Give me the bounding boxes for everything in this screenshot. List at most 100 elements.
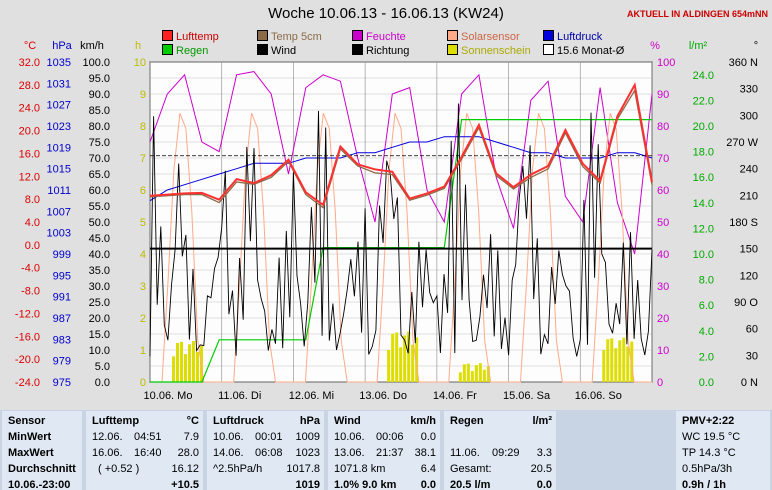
footer-wind-calm: 1.0% 9.0 km — [334, 479, 397, 490]
sun-tick-label: 8 — [140, 121, 146, 133]
legend-month-avg: 15.6 Monat-Ø — [543, 44, 624, 57]
direction-tick-label: 210 — [740, 190, 758, 202]
footer-label-max: MaxWert — [8, 447, 54, 459]
footer-lufttemp-trend: ( +0.52 ) — [98, 463, 140, 475]
sun-tick-label: 0 — [140, 377, 146, 389]
sunshine-bar — [626, 346, 630, 382]
pressure-tick-label: 991 — [53, 292, 71, 304]
pressure-tick-label: 975 — [53, 377, 71, 389]
pressure-tick-label: 1035 — [47, 57, 71, 69]
pressure-unit: hPa — [52, 40, 72, 52]
rain-tick-label: 24.0 — [693, 70, 714, 82]
series-solarsensor — [150, 113, 652, 383]
sunshine-bar — [196, 351, 199, 382]
temp-tick-label: -20.0 — [15, 354, 40, 366]
rain-tick-label: 2.0 — [699, 351, 714, 363]
series-regen — [150, 119, 652, 383]
pressure-tick-label: 987 — [53, 313, 71, 325]
legend-wind: Wind — [257, 44, 296, 57]
sunshine-bar — [606, 339, 610, 382]
direction-tick-label: 330 — [740, 84, 758, 96]
rain-tick-label: 20.0 — [693, 121, 714, 133]
sunshine-bar — [622, 337, 626, 382]
pressure-tick-label: 1007 — [47, 206, 71, 218]
footer-wind-max-value: 38.1 — [414, 447, 436, 459]
sunshine-bar — [391, 333, 395, 382]
sunshine-bar — [458, 372, 462, 382]
wind-tick-label: 95.0 — [89, 73, 110, 85]
pressure-tick-label: 1031 — [47, 78, 71, 90]
temp-tick-label: -12.0 — [15, 308, 40, 320]
footer-wind-max-date: 13.06. — [334, 447, 365, 459]
pressure-tick-label: 999 — [53, 249, 71, 261]
wind-tick-label: 35.0 — [89, 265, 110, 277]
footer-wind-last: 0.0 — [420, 479, 436, 490]
sunshine-bar — [407, 331, 411, 382]
legend-luftdruck: Luftdruck — [543, 30, 602, 43]
footer-lufttemp-last: +10.5 — [171, 479, 199, 490]
sunshine-bar — [486, 366, 490, 382]
series-feuchte — [149, 71, 653, 255]
humidity-tick-label: 60 — [657, 185, 669, 197]
sunshine-bar — [403, 335, 407, 382]
footer-lufttemp-unit: °C — [186, 415, 199, 427]
wind-tick-label: 85.0 — [89, 105, 110, 117]
footer-regen-panel: Regen l/m² 11.06. 09:29 3.3 Gesamt: 20.5 20.… — [444, 411, 556, 490]
sun-tick-label: 1 — [140, 345, 146, 357]
temp-tick-label: 20.0 — [19, 126, 40, 138]
sunshine-bar — [630, 341, 634, 382]
sunshine-bar — [602, 350, 606, 382]
footer-wind-distance: 1071.8 km — [334, 463, 386, 475]
footer-sensor-panel: Sensor MinWert MaxWert Durchschnitt 10.0… — [2, 411, 82, 490]
sun-tick-label: 6 — [140, 185, 146, 197]
sunshine-bar — [176, 342, 179, 382]
temp-unit: °C — [24, 40, 36, 52]
temp-tick-label: 28.0 — [19, 80, 40, 92]
footer-wind-max-time: 21:37 — [376, 447, 404, 459]
temp-tick-label: 16.0 — [19, 148, 40, 160]
footer-luftdruck-max-time: 06:08 — [255, 447, 283, 459]
direction-tick-label: 90 O — [734, 297, 758, 309]
footer-wind-min-time: 00:06 — [376, 431, 404, 443]
sunshine-bar — [614, 348, 618, 382]
footer-luftdruck-min-date: 10.06. — [213, 431, 244, 443]
pressure-tick-label: 1003 — [47, 228, 71, 240]
temp-tick-label: 24.0 — [19, 103, 40, 115]
sunshine-bar — [172, 356, 175, 382]
footer-regen-title: Regen — [450, 415, 484, 427]
series-lufttemp — [149, 81, 653, 207]
direction-tick-label: 0 N — [741, 377, 758, 389]
series-temp5cm — [149, 88, 653, 209]
footer-pmv-pressure-trend: 0.5hPa/3h — [682, 463, 733, 475]
footer-wind-avg: 6.4 — [420, 463, 436, 475]
sun-tick-label: 4 — [140, 249, 146, 261]
footer-luftdruck-panel: Luftdruck hPa 10.06. 00:01 1009 14.06. 06:08… — [207, 411, 324, 490]
footer-regen-max-date: 11.06. — [450, 447, 480, 459]
sunshine-bar — [482, 369, 486, 382]
footer-regen-total-label: Gesamt: — [450, 463, 492, 475]
sun-tick-label: 9 — [140, 89, 146, 101]
sunshine-bar — [618, 340, 622, 382]
sun-tick-label: 2 — [140, 313, 146, 325]
rain-tick-label: 16.0 — [693, 172, 714, 184]
pressure-tick-label: 983 — [53, 334, 71, 346]
sunshine-bar — [184, 354, 187, 382]
footer-lufttemp-max-time: 16:40 — [134, 447, 162, 459]
footer-luftdruck-avg: 1017.8 — [286, 463, 320, 475]
sunshine-bar — [399, 347, 403, 382]
direction-tick-label: 240 — [740, 164, 758, 176]
pressure-tick-label: 1015 — [47, 164, 71, 176]
temp-tick-label: 4.0 — [25, 217, 40, 229]
direction-tick-label: 180 S — [729, 217, 758, 229]
pressure-tick-label: 1023 — [47, 121, 71, 133]
wind-tick-label: 0.0 — [95, 377, 110, 389]
sun-tick-label: 7 — [140, 153, 146, 165]
rain-tick-label: 18.0 — [693, 147, 714, 159]
sunshine-bar — [192, 341, 195, 382]
aktuell-link[interactable]: AKTUELL IN ALDINGEN 654mNN — [626, 9, 768, 19]
sunshine-bar — [395, 332, 399, 382]
humidity-tick-label: 50 — [657, 217, 669, 229]
sun-tick-label: 5 — [140, 217, 146, 229]
humidity-tick-label: 20 — [657, 313, 669, 325]
pressure-tick-label: 979 — [53, 356, 71, 368]
